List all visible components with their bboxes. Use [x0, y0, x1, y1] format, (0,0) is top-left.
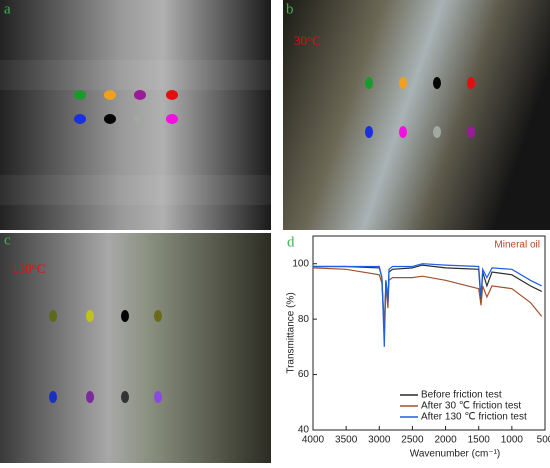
x-tick-label: 3000 — [368, 435, 391, 446]
panel-label: b — [286, 1, 294, 17]
band — [0, 175, 271, 205]
y-tick-label: 100 — [292, 258, 309, 269]
x-tick-label: 2500 — [401, 435, 424, 446]
band — [0, 60, 271, 90]
x-tick-label: 4000 — [302, 435, 325, 446]
photo-c — [0, 233, 271, 463]
y-tick-label: 40 — [298, 425, 310, 436]
photo-b — [283, 0, 550, 230]
x-tick-label: 1500 — [468, 435, 491, 446]
y-tick-label: 80 — [298, 314, 310, 325]
series-line — [312, 267, 543, 325]
panel-label: c — [4, 232, 11, 248]
legend-label: Before friction test — [421, 390, 502, 401]
y-tick-label: 60 — [298, 369, 310, 380]
series-line — [313, 264, 542, 331]
y-axis-label: Transmittance (%) — [286, 292, 297, 373]
legend-label: After 130 ℃ friction test — [421, 412, 527, 423]
panel-label: a — [4, 1, 11, 17]
panel-label: d — [287, 234, 295, 250]
series-line — [313, 263, 542, 347]
photo-a — [0, 0, 271, 230]
plot-frame — [312, 235, 546, 431]
panel-caption: 30°C — [294, 33, 321, 48]
annotation: Mineral oil — [494, 240, 540, 251]
dots — [49, 77, 475, 403]
x-tick-label: 1000 — [501, 435, 524, 446]
x-axis-label: Wavenumber (cm⁻¹) — [410, 449, 500, 460]
x-tick-label: 500 — [537, 435, 550, 446]
x-tick-label: 3500 — [335, 435, 358, 446]
panel-caption: 130°C — [12, 261, 45, 276]
legend-label: After 30 ℃ friction test — [421, 401, 521, 412]
x-tick-label: 2000 — [434, 435, 457, 446]
